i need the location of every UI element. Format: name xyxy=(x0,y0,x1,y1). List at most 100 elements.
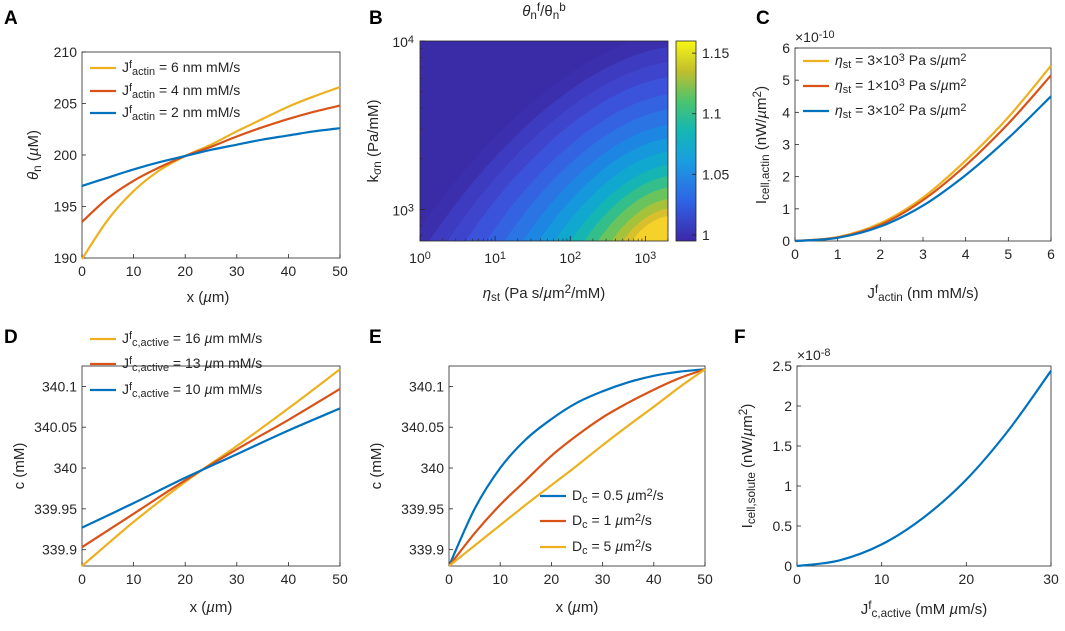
y-axis-label-f: Icell,solute (nW/µm2) xyxy=(737,404,758,529)
y-tick-label: 0 xyxy=(784,558,792,574)
axes-box-d xyxy=(81,365,341,567)
x-tick-label: 1 xyxy=(834,246,842,262)
series-e xyxy=(447,368,706,567)
x-tick-label: 50 xyxy=(697,571,713,587)
legend-e-label: Dc = 5 µm2/s xyxy=(572,538,652,557)
ticks-a: 0 10 20 30 40 50 190 195 200 205 210 xyxy=(54,44,348,279)
x-axis-label-c: Jfactin (nm mM/s) xyxy=(867,283,978,304)
x-axis-label-a: x (µm) xyxy=(187,289,230,306)
y-tick-label: 339.9 xyxy=(42,542,77,558)
ticks-f: 0 10 20 30 0 0.5 1 1.5 2 2.5 xyxy=(773,358,1059,587)
x-tick-label: 2 xyxy=(876,246,884,262)
y-axis-label-d: c (mM) xyxy=(11,443,28,490)
series-line-d-0 xyxy=(81,368,341,567)
x-tick-label: 20 xyxy=(959,571,975,587)
x-tick-label: 6 xyxy=(1047,246,1055,262)
series-line-a-2 xyxy=(81,127,341,187)
y-tick-label: 340 xyxy=(54,460,78,476)
x-tick-label: 20 xyxy=(177,263,193,279)
x-tick-label: 30 xyxy=(229,571,245,587)
y-tick-label: 1 xyxy=(782,201,790,217)
panel-label-d: D xyxy=(4,327,18,348)
x-axis-label-b: ηst (Pa s/µm2/mM) xyxy=(483,283,606,304)
x-axis-label-e: x (µm) xyxy=(556,599,599,616)
y-axis-label-a: θn (µM) xyxy=(25,130,44,180)
x-tick-label: 40 xyxy=(281,571,297,587)
series-line-e-1 xyxy=(448,368,706,567)
x-tick-label: 100 xyxy=(409,250,431,266)
x-tick-label: 10 xyxy=(126,571,142,587)
series-line-f-0 xyxy=(796,370,1052,568)
x-tick-label: 20 xyxy=(544,571,560,587)
y-tick-label: 340.05 xyxy=(34,419,77,435)
axes-d xyxy=(81,365,341,567)
axes-e xyxy=(448,365,706,567)
heatmap-b-contours xyxy=(420,41,668,241)
y-tick-label: 0 xyxy=(782,233,790,249)
x-tick-label: 0 xyxy=(78,263,86,279)
y-axis-label-e: c (mM) xyxy=(368,443,385,490)
x-tick-label: 0 xyxy=(793,571,801,587)
ticks-e: 0 10 20 30 40 50 339.9 339.95 340 340.05 340.1 xyxy=(401,378,713,587)
ticks-c: 0 1 2 3 4 5 6 0 1 2 3 4 5 6 xyxy=(782,40,1055,262)
x-tick-label: 30 xyxy=(229,263,245,279)
x-tick-label: 103 xyxy=(635,250,657,266)
ticks-b: 100 101 102 103 103 104 xyxy=(392,34,669,266)
legend-c-label: ηst = 3×103 Pa s/µm2 xyxy=(835,52,966,71)
legend-e-label: Dc = 0.5 µm2/s xyxy=(572,487,664,506)
y-tick-label: 339.95 xyxy=(34,501,77,517)
heatmap-b-band xyxy=(632,216,668,241)
x-tick-label: 0 xyxy=(78,571,86,587)
colorbar-b-bar xyxy=(675,40,697,242)
y-axis-label-c: Icell,actin (nW/µm2) xyxy=(751,86,772,204)
y-tick-label: 340.05 xyxy=(401,419,444,435)
series-c xyxy=(794,64,1052,243)
colorbar-tick-label: 1.05 xyxy=(702,166,729,182)
y-tick-label: 2.5 xyxy=(773,358,793,374)
x-tick-label: 50 xyxy=(332,571,348,587)
series-line-e-2 xyxy=(448,368,706,567)
series-f xyxy=(796,370,1052,568)
legend-d: Jfc,active = 16 µm mM/s Jfc,active = 13 µ… xyxy=(90,330,262,400)
y-tick-label: 340.1 xyxy=(409,378,444,394)
x-tick-label: 0 xyxy=(445,571,453,587)
x-tick-label: 20 xyxy=(177,571,193,587)
y-tick-label: 210 xyxy=(54,44,78,60)
y-tick-label: 0.5 xyxy=(773,518,793,534)
x-tick-label: 5 xyxy=(1004,246,1012,262)
y-tick-label: 205 xyxy=(54,96,78,112)
y-tick-label: 1.5 xyxy=(773,438,793,454)
y-tick-label: 340 xyxy=(421,460,445,476)
y-tick-label: 190 xyxy=(54,250,78,266)
axes-f xyxy=(796,365,1052,567)
y-tick-label: 104 xyxy=(392,34,414,50)
legend-c-label: ηst = 1×103 Pa s/µm2 xyxy=(835,77,966,96)
colorbar-tick-label: 1.15 xyxy=(702,45,729,61)
y-tick-label: 2 xyxy=(782,169,790,185)
y-tick-label: 339.9 xyxy=(409,542,444,558)
x-tick-label: 4 xyxy=(962,246,970,262)
panel-label-e: E xyxy=(369,327,382,348)
y-tick-label: 340.1 xyxy=(42,378,77,394)
x-tick-label: 40 xyxy=(646,571,662,587)
y-tick-label: 2 xyxy=(784,398,792,414)
series-line-c-2 xyxy=(794,95,1052,243)
x-tick-label: 0 xyxy=(791,246,799,262)
panel-label-a: A xyxy=(4,8,18,29)
multiplier-c: ×10-10 xyxy=(795,29,835,45)
legend-a: Jfactin = 6 nm mM/s Jfactin = 4 nm mM/s Jf… xyxy=(90,59,240,123)
x-tick-label: 50 xyxy=(332,263,348,279)
panel-label-c: C xyxy=(756,8,770,29)
y-tick-label: 339.95 xyxy=(401,501,444,517)
legend-c: ηst = 3×103 Pa s/µm2 ηst = 1×103 Pa s/µm2… xyxy=(803,52,966,121)
legend-a-label: Jfactin = 2 nm mM/s xyxy=(122,104,240,123)
series-line-a-1 xyxy=(81,104,341,223)
y-tick-label: 4 xyxy=(782,104,790,120)
ticks-d: 0 10 20 30 40 50 339.9 339.95 340 340.05 340.1 xyxy=(34,378,348,587)
legend-c-label: ηst = 3×102 Pa s/µm2 xyxy=(835,102,966,121)
x-tick-label: 10 xyxy=(126,263,142,279)
series-a xyxy=(81,85,341,260)
y-tick-label: 103 xyxy=(392,202,414,218)
axes-box-f xyxy=(796,365,1052,567)
